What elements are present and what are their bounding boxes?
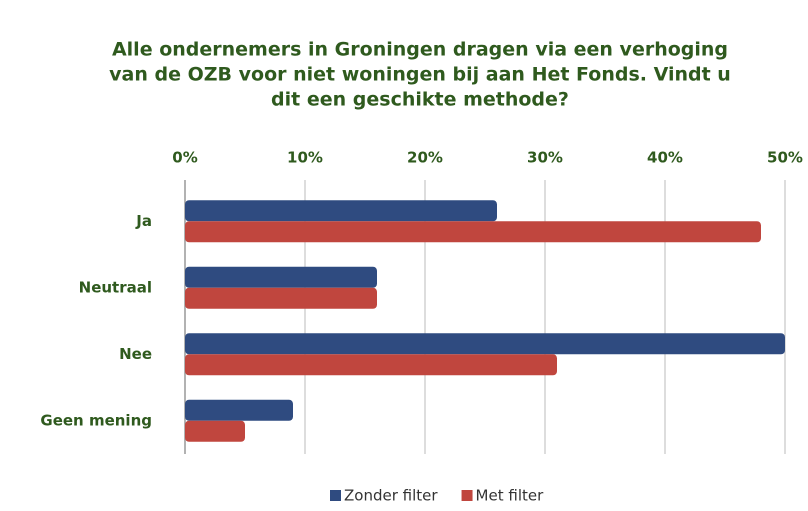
legend-swatch (330, 490, 341, 501)
bar (185, 200, 497, 222)
bar (185, 333, 785, 355)
bar (185, 221, 761, 243)
x-tick-label: 20% (407, 149, 443, 167)
x-tick-label: 10% (287, 149, 323, 167)
x-tick-label: 0% (172, 149, 197, 167)
bar (185, 354, 557, 376)
y-tick-label: Neutraal (79, 278, 152, 296)
bar (185, 420, 245, 442)
legend-label: Zonder filter (344, 487, 438, 505)
x-tick-label: 40% (647, 149, 683, 167)
legend-swatch (461, 490, 473, 501)
chart-title: van de OZB voor niet woningen bij aan He… (109, 64, 731, 86)
chart-title: Alle ondernemers in Groningen dragen via… (112, 39, 728, 61)
y-tick-label: Ja (135, 212, 152, 230)
bar (185, 399, 293, 421)
y-tick-label: Geen mening (40, 411, 152, 429)
x-tick-label: 30% (527, 149, 563, 167)
bar (185, 266, 377, 288)
x-tick-label: 50% (767, 149, 803, 167)
bar (185, 287, 377, 309)
legend-label: Met filter (476, 487, 545, 505)
chart-title: dit een geschikte methode? (271, 89, 569, 111)
y-tick-label: Nee (119, 345, 152, 363)
